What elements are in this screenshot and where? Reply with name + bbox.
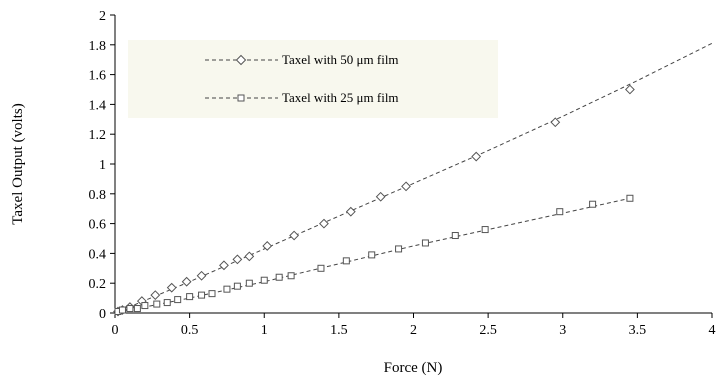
y-tick-label: 0.6 [89,218,107,233]
x-tick-label: 2 [410,323,417,338]
trend-line [114,42,713,314]
data-point-diamond [244,251,255,262]
data-point-square [626,194,634,202]
data-point-square [368,251,376,259]
legend-item-25um: Taxel with 25 μm film [205,90,399,105]
data-point-diamond [150,290,161,301]
y-tick-label: 0 [99,307,106,322]
y-tick-label: 0.2 [89,277,107,292]
data-point-diamond [262,241,273,251]
data-point-square [451,232,459,240]
x-axis-label: Force (N) [384,360,443,376]
data-point-diamond [375,191,386,202]
data-point-square [223,285,231,293]
data-point-diamond [345,206,356,217]
data-point-square [126,305,134,313]
legend-item-50um: Taxel with 50 μm film [205,52,399,67]
x-tick-label: 2.5 [479,323,497,338]
legend-marker-square [237,94,245,102]
y-tick-label: 1.2 [89,128,107,143]
data-point-diamond [550,117,561,128]
x-tick-label: 3 [559,323,566,338]
y-tick-label: 1.4 [89,98,107,113]
data-point-diamond [196,270,207,281]
data-point-diamond [401,181,411,192]
series-layer [113,42,713,317]
data-point-square [141,302,149,310]
data-point-square [163,299,171,307]
y-tick-label: 1.8 [89,39,107,54]
y-tick-label: 0.4 [89,247,107,262]
x-tick-label: 1 [261,323,268,338]
data-point-diamond [232,254,243,265]
plot-area: 0 0.5 1 1.5 2 2.5 3 3.5 4 0 0.2 0.4 0.6 0.8 1 1.2 1.4 1.… [89,9,716,338]
data-point-square [208,290,216,298]
data-point-diamond [181,276,192,287]
data-point-square [287,272,295,280]
y-tick-label: 2 [99,9,106,24]
data-point-square [153,300,161,308]
data-point-diamond [471,151,482,162]
data-point-square [556,208,564,216]
data-point-square [233,282,241,290]
data-point-diamond [289,230,300,241]
data-point-square [342,257,350,265]
data-point-square [186,293,194,301]
legend-box [128,40,498,118]
x-tick-label: 0.5 [181,323,199,338]
data-point-square [275,273,283,281]
x-tick-label: 0 [112,323,119,338]
data-point-square [317,264,325,272]
data-point-diamond [625,84,635,95]
legend-marker-diamond [235,54,247,66]
data-point-square [133,305,141,313]
x-tick-label: 3.5 [629,323,647,338]
x-tick-label: 1.5 [330,323,348,338]
x-ticks: 0 0.5 1 1.5 2 2.5 3 3.5 4 [112,313,716,338]
legend-label-25um: Taxel with 25 μm film [282,90,399,105]
data-point-square [118,306,126,314]
data-point-square [481,226,489,234]
data-point-square [245,279,253,287]
data-point-diamond [166,282,177,293]
data-point-square [589,200,597,208]
legend-label-50um: Taxel with 50 μm film [282,52,399,67]
x-tick-label: 4 [709,323,716,338]
series-1 [114,194,634,316]
data-point-square [421,239,429,247]
y-tick-label: 0.8 [89,188,107,203]
data-point-square [174,296,182,304]
data-point-square [198,291,206,299]
y-ticks: 0 0.2 0.4 0.6 0.8 1 1.2 1.4 1.6 1.8 2 [89,9,115,322]
data-point-diamond [219,260,229,271]
legend: Taxel with 50 μm film Taxel with 25 μm f… [128,40,498,118]
y-tick-label: 1 [99,158,106,173]
data-point-square [395,245,403,253]
y-axis-label: Taxel Output (volts) [10,103,26,224]
data-point-diamond [319,218,329,229]
data-point-square [260,276,268,284]
y-tick-label: 1.6 [89,69,107,84]
trend-line [114,197,631,314]
